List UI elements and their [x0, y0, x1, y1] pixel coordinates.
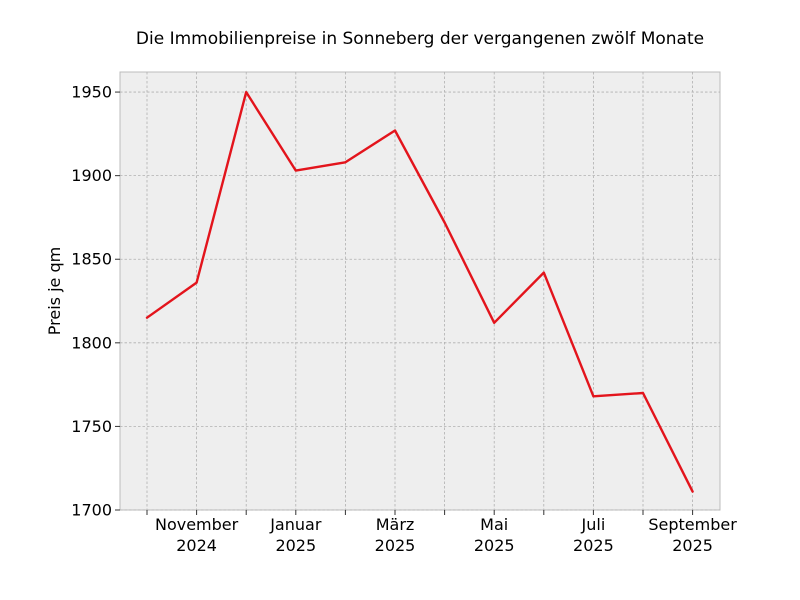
x-tick-label: Juli: [581, 515, 606, 534]
grid-lines: [120, 72, 720, 511]
plot-area: [119, 71, 721, 511]
x-tick-label: September: [648, 515, 737, 534]
y-tick-label: 1950: [71, 83, 112, 102]
x-tick-label: Januar: [269, 515, 322, 534]
x-tick-label: Mai: [480, 515, 508, 534]
y-axis-label: Preis je qm: [45, 247, 64, 335]
series-layer: [145, 90, 694, 493]
y-tick-label: 1900: [71, 166, 112, 185]
x-tick-label: März: [376, 515, 415, 534]
y-tick-label: 1850: [71, 250, 112, 269]
axis-ticks: November 2024 Januar 2025 März 2025 Mai 2025 Jul…: [71, 83, 737, 555]
chart-title: Die Immobilienpreise in Sonneberg der ve…: [136, 29, 704, 49]
x-tick-label: November: [155, 515, 239, 534]
x-tick-label-year: 2025: [573, 536, 614, 555]
x-tick-label-year: 2025: [375, 536, 416, 555]
y-tick-label: 1750: [71, 417, 112, 436]
x-tick-label-year: 2024: [176, 536, 217, 555]
y-tick-label: 1700: [71, 501, 112, 520]
x-tick-label-year: 2025: [275, 536, 316, 555]
x-tick-label-year: 2025: [474, 536, 515, 555]
x-tick-label-year: 2025: [672, 536, 713, 555]
y-tick-label: 1800: [71, 333, 112, 352]
series-line: [145, 90, 694, 493]
